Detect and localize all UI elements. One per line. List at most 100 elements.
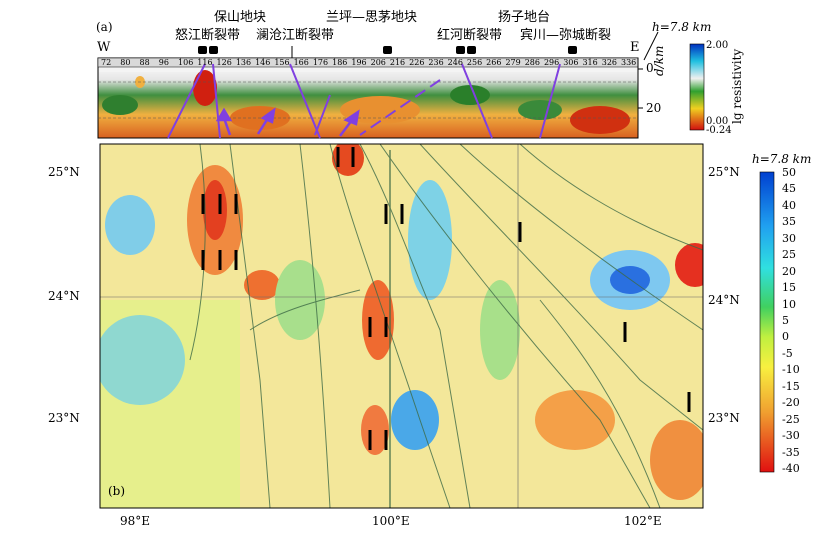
colorbar-b-tick: 5 [782, 314, 789, 327]
section-anomaly [570, 106, 630, 134]
fault-line [359, 79, 441, 136]
station-marker [383, 46, 392, 54]
map-zone-blue [391, 390, 439, 450]
section-tick-label: 296 [543, 58, 560, 67]
station-marker [209, 46, 218, 54]
colorbar-b-tick: 20 [782, 264, 796, 278]
section-tick-label: 88 [139, 58, 150, 67]
section-tick-label: 256 [466, 58, 483, 67]
arrow-head [215, 107, 233, 122]
fault-line [314, 94, 331, 136]
section-tick-label: 136 [235, 58, 252, 67]
lon-98: 98°E [120, 514, 151, 528]
fault-trace [539, 299, 661, 508]
fault-trace [329, 144, 451, 508]
colorbar-b-tick: -20 [782, 396, 800, 410]
fault-trace [359, 144, 471, 508]
block-label-lanping: 兰坪—思茅地块 [326, 10, 418, 25]
fault-trace [229, 144, 271, 508]
lat-right-24: 24°N [708, 293, 740, 307]
colorbar-b-tick: 10 [782, 297, 796, 311]
lat-left-24: 24°N [48, 289, 80, 303]
section-anomaly [102, 95, 138, 115]
colorbar-b-tick: -35 [782, 445, 800, 459]
map-zone-green [480, 280, 520, 380]
station-marker [467, 46, 476, 54]
section-anomaly [193, 70, 217, 106]
section-tick-label: 186 [332, 58, 348, 67]
map-zone-red [650, 420, 703, 500]
section-tick-label: 156 [274, 58, 290, 67]
section-tick-label: 226 [409, 58, 425, 67]
fault-line [539, 63, 561, 139]
panel-b-label: (b) [108, 484, 126, 498]
colorbar-b-tick: 35 [782, 215, 796, 229]
colorbar-b-tick: 30 [782, 231, 796, 245]
section-tick-label: 176 [312, 58, 329, 67]
map-zone-red [244, 270, 280, 300]
section-tick-label: 336 [621, 58, 637, 67]
fault-trace [459, 144, 703, 331]
section-tick-label: 279 [505, 58, 521, 67]
section-tick-label: 216 [389, 58, 406, 67]
colorbar-b-tick: -40 [782, 462, 800, 475]
fault-trace [249, 289, 361, 331]
colorbar-b-tick: -5 [782, 346, 793, 360]
colorbar-a-min: -0.24 [706, 125, 732, 136]
arrow-head [343, 109, 360, 126]
colorbar-a-mid: 0.00 [706, 116, 729, 127]
map-zone-green [275, 260, 325, 340]
map-zone-blue [408, 180, 452, 300]
fault-label-binchuan: 宾川—弥城断裂 [520, 28, 612, 43]
colorbar-b-tick: 40 [782, 198, 796, 212]
block-label-baoshan: 保山地块 [214, 10, 267, 25]
section-anomaly [340, 96, 420, 124]
section-tick-label: 126 [216, 58, 232, 67]
west-label: W [97, 40, 111, 55]
section-tick-label: 236 [428, 58, 444, 67]
colorbar-b-title: h=7.8 km [752, 152, 812, 166]
section-tick-label: 246 [447, 58, 463, 67]
fault-trace [299, 144, 331, 508]
lon-102: 102°E [624, 514, 662, 528]
map-zone-red [203, 180, 227, 240]
east-label: E [630, 40, 640, 55]
fault-label-lancang: 澜沧江断裂带 [256, 28, 335, 43]
section-tick-label: 116 [197, 58, 213, 67]
fault-line [289, 63, 321, 139]
fault-line [461, 63, 493, 139]
section-tick-label: 316 [582, 58, 598, 67]
lat-left-23: 23°N [48, 411, 80, 425]
h-leader [643, 31, 659, 61]
station-marker [198, 46, 207, 54]
map-zone-red [332, 144, 364, 176]
colorbar-b-tick: -15 [782, 379, 800, 393]
fault-label-honghe: 红河断裂带 [437, 28, 503, 43]
fault-line [167, 63, 206, 139]
section-anomaly [450, 85, 490, 105]
section-anomaly [518, 100, 562, 120]
block-label-yangzi: 扬子地台 [498, 10, 551, 25]
colorbar-b [759, 171, 775, 473]
station-marker [568, 46, 577, 54]
fault-label-nujiang: 怒江断裂带 [175, 28, 241, 43]
section-tick-label: 72 [101, 58, 112, 67]
colorbar-b-tick: -10 [782, 363, 800, 377]
station-marker [456, 46, 465, 54]
colorbar-a-max: 2.00 [706, 40, 729, 51]
section-tick-label: 206 [370, 58, 386, 67]
map-zone-blue [610, 266, 650, 294]
colorbar-b-tick: 25 [782, 248, 796, 262]
h-label-a: h=7.8 km [652, 20, 712, 34]
map-zone-red [535, 390, 615, 450]
fault-trace [519, 144, 703, 251]
section-tick-label: 326 [601, 58, 618, 67]
section-tick-label: 166 [293, 58, 309, 67]
section-tick-label: 286 [524, 58, 540, 67]
section-tick-label: 266 [486, 58, 502, 67]
section-tick-label: 196 [351, 58, 367, 67]
fault-trace [379, 144, 651, 508]
map-zone-blue [105, 195, 155, 255]
colorbar-b-tick: 0 [782, 330, 789, 344]
